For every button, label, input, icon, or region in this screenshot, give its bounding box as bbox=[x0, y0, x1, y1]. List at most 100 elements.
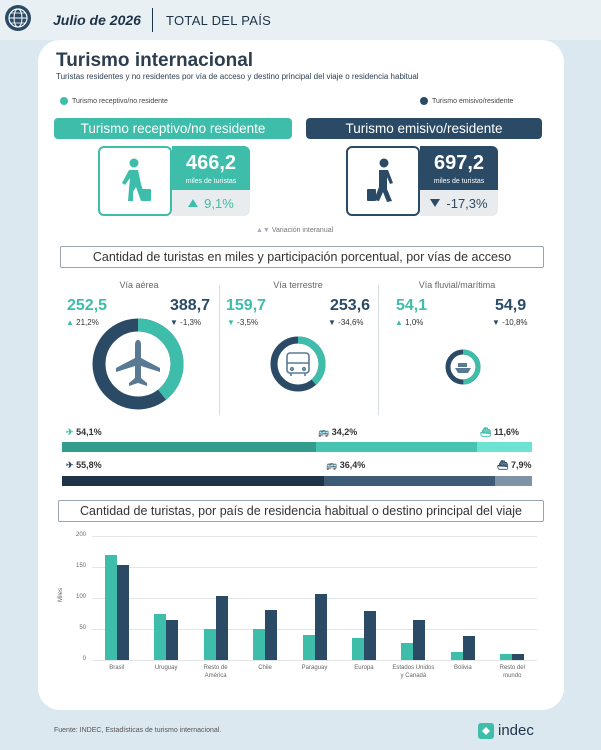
ship-icon bbox=[455, 363, 471, 373]
y-tick-label: 150 bbox=[75, 563, 86, 569]
via-fluvial-receptivo: 54,1 bbox=[396, 297, 428, 314]
receptivo-variation: 9,1% bbox=[172, 190, 250, 216]
x-tick-label: Paraguay bbox=[301, 665, 328, 671]
var-value: -1,3% bbox=[180, 318, 202, 327]
section-vias-title: Cantidad de turistas en miles y particip… bbox=[60, 246, 544, 268]
bar-receptivo bbox=[500, 653, 513, 660]
donut-fluvial bbox=[445, 349, 481, 385]
via-terrestre-title: Vía terrestre bbox=[273, 280, 323, 290]
arrow-down-icon: ▼ bbox=[328, 318, 336, 327]
airplane-icon: ✈ bbox=[66, 427, 74, 437]
bus-icon: 🚌 bbox=[326, 460, 338, 470]
share-receptivo-terrestre: 🚌 34,2% bbox=[318, 427, 357, 438]
globe-icon bbox=[5, 5, 31, 31]
header-bar bbox=[0, 0, 601, 40]
bar-receptivo bbox=[302, 635, 315, 660]
receptivo-value-box: 466,2 miles de turistas bbox=[172, 146, 250, 190]
var-value: -10,8% bbox=[502, 318, 528, 327]
share-emisivo-terrestre: 🚌 36,4% bbox=[326, 460, 365, 471]
arrow-up-icon bbox=[188, 199, 199, 207]
share-label: 36,4% bbox=[339, 460, 366, 470]
receptivo-variation-value: 9,1% bbox=[204, 195, 234, 211]
share-segment bbox=[62, 442, 317, 452]
share-label: 11,6% bbox=[493, 427, 519, 437]
y-axis-label: Miles bbox=[58, 587, 65, 603]
walking-person-icon bbox=[98, 146, 172, 216]
share-receptivo-aerea: ✈ 54,1% bbox=[66, 427, 102, 438]
emisivo-kpi: 697,2 miles de turistas -17,3% bbox=[346, 146, 498, 216]
arrow-up-icon: ▲ bbox=[395, 318, 403, 327]
x-tick-label: Europa bbox=[354, 665, 374, 671]
bar-emisivo bbox=[215, 595, 228, 660]
x-tick-label: Brasil bbox=[109, 665, 125, 671]
share-label: 34,2% bbox=[331, 427, 358, 437]
share-segment bbox=[477, 442, 532, 452]
bar-receptivo bbox=[351, 638, 364, 660]
arrow-up-icon: ▲ bbox=[66, 318, 74, 327]
x-tick-label: Bolivia bbox=[453, 665, 472, 671]
via-terrestre-receptivo: 159,7 bbox=[226, 297, 267, 314]
section-paises-title: Cantidad de turistas, por país de reside… bbox=[58, 500, 544, 522]
indec-logo-text: indec bbox=[498, 722, 534, 739]
x-tick-label: Uruguay bbox=[154, 665, 178, 671]
legend-label: Turismo emisivo/residente bbox=[432, 97, 514, 105]
bar-emisivo bbox=[116, 564, 129, 660]
bar-emisivo bbox=[462, 636, 475, 660]
report-region: TOTAL DEL PAÍS bbox=[166, 13, 272, 28]
via-aerea-receptivo: 252,5 bbox=[67, 297, 108, 314]
var-value: -3,5% bbox=[237, 318, 259, 327]
via-aerea-emisivo: 388,7 bbox=[170, 297, 211, 314]
indec-logo: indec bbox=[478, 722, 534, 739]
x-tick-label: Chile bbox=[258, 665, 272, 671]
page-subtitle: Turistas residentes y no residentes por … bbox=[56, 72, 419, 81]
bar-receptivo bbox=[450, 651, 463, 660]
bar-emisivo bbox=[413, 619, 426, 660]
up-down-arrows-icon: ▲▼ bbox=[256, 227, 270, 234]
share-label: 7,9% bbox=[510, 460, 532, 470]
variation-legend: ▲▼ Variación interanual bbox=[256, 227, 333, 234]
via-fluvial-emisivo: 54,9 bbox=[495, 297, 527, 314]
via-aerea-receptivo-var: ▲ 21,2% bbox=[66, 318, 99, 327]
bar-receptivo bbox=[104, 555, 117, 660]
arrow-down-icon: ▼ bbox=[227, 318, 235, 327]
column-divider bbox=[219, 285, 220, 415]
share-emisivo-fluvial: ⛴ 7,9% bbox=[497, 460, 531, 471]
bar-emisivo bbox=[363, 611, 376, 660]
x-tick-label: Resto del mundo bbox=[499, 665, 525, 679]
share-segment bbox=[324, 476, 496, 486]
share-segment bbox=[495, 476, 533, 486]
bus-icon bbox=[286, 352, 310, 376]
indec-logo-icon bbox=[478, 722, 494, 739]
donut-receptivo-arc bbox=[270, 336, 326, 392]
airplane-icon: ✈ bbox=[66, 460, 74, 470]
var-value: 21,2% bbox=[76, 318, 99, 327]
share-label: 55,8% bbox=[76, 460, 102, 470]
donut-receptivo-arc bbox=[445, 349, 481, 385]
share-segment bbox=[62, 476, 325, 486]
emisivo-banner: Turismo emisivo/residente bbox=[306, 118, 542, 139]
share-label: 54,1% bbox=[76, 427, 102, 437]
receptivo-banner: Turismo receptivo/no residente bbox=[54, 118, 292, 139]
share-receptivo-fluvial: ⛴ 11,6% bbox=[480, 427, 519, 438]
receptivo-value: 466,2 bbox=[185, 152, 237, 174]
emisivo-variation-value: -17,3% bbox=[446, 195, 488, 211]
bar-receptivo bbox=[203, 629, 216, 660]
x-tick-label: Resto de América bbox=[203, 665, 228, 679]
donut-aerea bbox=[92, 318, 184, 410]
receptivo-kpi: 466,2 miles de turistas 9,1% bbox=[98, 146, 250, 216]
share-segment bbox=[316, 442, 477, 452]
ship-icon: ⛴ bbox=[497, 460, 509, 470]
report-date: Julio de 2026 bbox=[53, 12, 141, 28]
column-divider bbox=[378, 285, 379, 415]
legend-receptivo: Turismo receptivo/no residente bbox=[60, 97, 168, 105]
donut-receptivo-arc bbox=[92, 318, 184, 410]
arrow-down-icon bbox=[430, 199, 441, 207]
x-tick-label: Estados Unidos y Canadá bbox=[392, 665, 435, 679]
via-aerea-title: Vía aérea bbox=[119, 280, 159, 290]
source-note: Fuente: INDEC, Estadísticas de turismo i… bbox=[54, 727, 222, 734]
via-terrestre-emisivo: 253,6 bbox=[330, 297, 371, 314]
bar-receptivo bbox=[154, 613, 167, 660]
bar-receptivo bbox=[253, 629, 266, 660]
variation-legend-label: Variación interanual bbox=[271, 227, 334, 234]
ship-icon: ⛴ bbox=[480, 427, 492, 437]
